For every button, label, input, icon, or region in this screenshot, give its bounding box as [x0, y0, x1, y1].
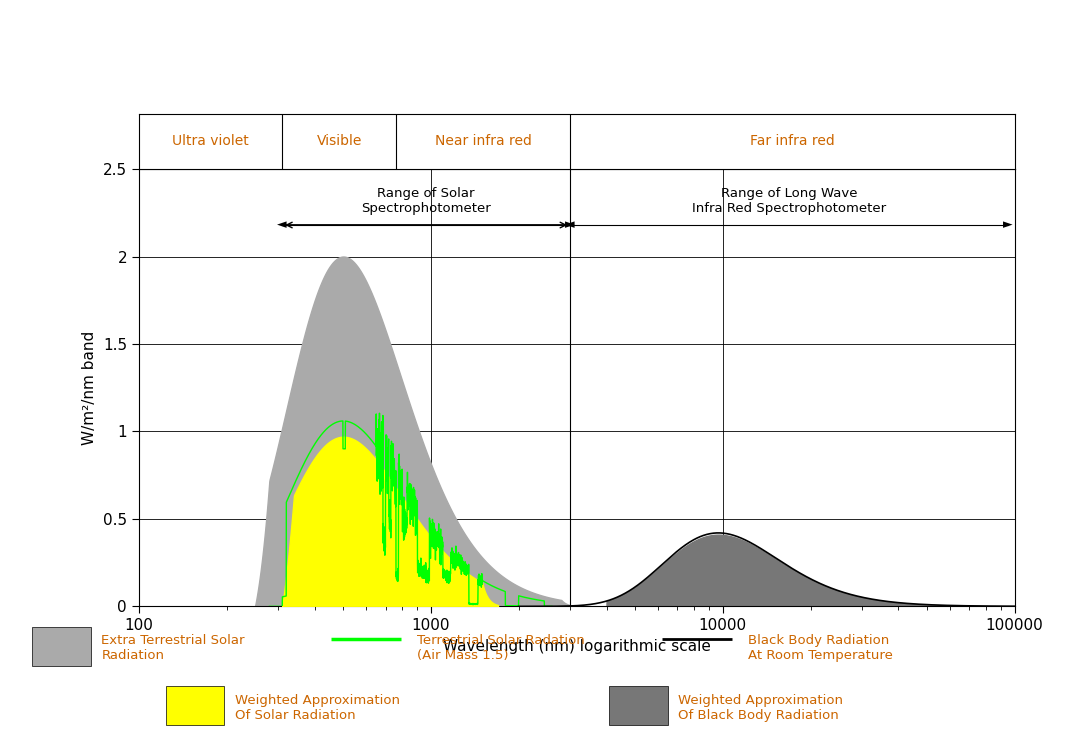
- Text: ◄: ◄: [565, 218, 575, 232]
- X-axis label: Wavelength (nm) logarithmic scale: Wavelength (nm) logarithmic scale: [443, 639, 710, 653]
- Text: ◄: ◄: [278, 218, 287, 232]
- Text: Near infra red: Near infra red: [435, 135, 532, 148]
- Text: ►: ►: [1003, 218, 1012, 232]
- Text: Black Body Radiation
At Room Temperature: Black Body Radiation At Room Temperature: [748, 634, 893, 662]
- Text: Far infra red: Far infra red: [750, 135, 835, 148]
- Text: Weighted Approximation
Of Solar Radiation: Weighted Approximation Of Solar Radiatio…: [235, 695, 399, 723]
- Text: Ultra violet: Ultra violet: [172, 135, 249, 148]
- Text: Extra Terrestrial Solar
Radiation: Extra Terrestrial Solar Radiation: [101, 634, 245, 662]
- Bar: [609, 686, 668, 725]
- Bar: [32, 627, 91, 666]
- Bar: [166, 686, 224, 725]
- Text: Visible: Visible: [316, 135, 362, 148]
- Text: Range of Long Wave
Infra Red Spectrophotometer: Range of Long Wave Infra Red Spectrophot…: [692, 187, 886, 215]
- Y-axis label: W/m²/nm band: W/m²/nm band: [82, 331, 97, 445]
- Text: Terrestrial Solar Radation
(Air Mass 1.5): Terrestrial Solar Radation (Air Mass 1.5…: [417, 634, 584, 662]
- Text: Weighted Approximation
Of Black Body Radiation: Weighted Approximation Of Black Body Rad…: [678, 695, 843, 723]
- Text: ►: ►: [565, 218, 575, 232]
- Text: Range of Solar
Spectrophotometer: Range of Solar Spectrophotometer: [361, 187, 491, 215]
